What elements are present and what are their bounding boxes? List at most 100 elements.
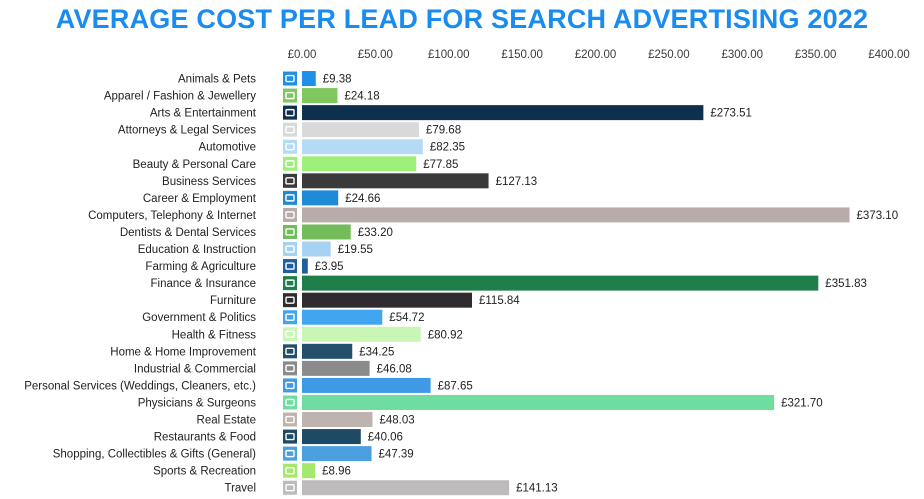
- bar: [302, 122, 419, 138]
- value-label: £24.66: [345, 193, 380, 205]
- value-label: £373.10: [857, 210, 899, 222]
- person-icon: [283, 378, 297, 393]
- icon-glyph: [285, 108, 295, 117]
- category-label: Government & Politics: [142, 312, 256, 324]
- icon-glyph: [285, 74, 295, 83]
- category-label: Automotive: [198, 142, 256, 154]
- value-label: £80.92: [428, 329, 463, 341]
- category-label: Apparel / Fashion & Jewellery: [104, 91, 256, 103]
- icon-glyph: [285, 415, 295, 424]
- chart-title: AVERAGE COST PER LEAD FOR SEARCH ADVERTI…: [55, 4, 869, 34]
- icon-glyph: [285, 398, 295, 407]
- value-label: £115.84: [479, 295, 520, 307]
- value-label: £33.20: [358, 227, 393, 239]
- category-label: Health & Fitness: [172, 329, 257, 341]
- icon-glyph: [285, 364, 295, 373]
- category-label: Furniture: [210, 295, 256, 307]
- value-label: £141.13: [516, 483, 558, 495]
- icon-glyph: [285, 296, 295, 304]
- bar: [302, 480, 510, 496]
- stethoscope-icon: [283, 395, 297, 410]
- x-tick-label: £50.00: [358, 49, 393, 61]
- value-label: £127.13: [496, 176, 538, 188]
- value-label: £46.08: [377, 363, 412, 375]
- icon-glyph: [285, 330, 295, 338]
- bar: [302, 429, 361, 445]
- category-label: Beauty & Personal Care: [133, 159, 256, 171]
- bar-chart-icon: [283, 173, 297, 188]
- category-label: Personal Services (Weddings, Cleaners, e…: [24, 380, 256, 392]
- calculator-icon: [283, 276, 297, 291]
- value-label: £24.18: [344, 91, 379, 103]
- bar: [302, 190, 339, 206]
- bar: [302, 241, 331, 257]
- value-label: £87.65: [438, 380, 473, 392]
- value-label: £273.51: [710, 108, 752, 120]
- category-label: Business Services: [162, 176, 256, 188]
- armchair-icon: [283, 293, 297, 308]
- x-tick-label: £0.00: [288, 49, 317, 61]
- icon-glyph: [285, 177, 295, 185]
- bar: [302, 71, 316, 87]
- computer-icon: [283, 207, 297, 222]
- category-label: Physicians & Surgeons: [138, 397, 257, 409]
- icon-glyph: [285, 449, 295, 458]
- category-label: Education & Instruction: [138, 244, 256, 256]
- x-tick-label: £250.00: [648, 49, 690, 61]
- category-label: Industrial & Commercial: [134, 363, 256, 375]
- bar: [302, 377, 431, 393]
- x-tick-label: £150.00: [501, 49, 543, 61]
- value-label: £40.06: [368, 432, 403, 444]
- icon-glyph: [285, 228, 295, 236]
- airplane-icon: [283, 480, 297, 495]
- category-label: Career & Employment: [143, 193, 257, 205]
- ball-icon: [283, 463, 297, 478]
- value-label: £3.95: [315, 261, 344, 273]
- category-label: Sports & Recreation: [153, 466, 256, 478]
- category-label: Real Estate: [197, 415, 256, 427]
- icon-glyph: [285, 381, 295, 390]
- icon-glyph: [285, 160, 295, 168]
- category-label: Travel: [224, 483, 256, 495]
- plate-icon: [283, 429, 297, 444]
- icon-glyph: [285, 211, 295, 219]
- bar: [302, 309, 383, 325]
- bar: [302, 343, 353, 359]
- bar: [302, 360, 370, 376]
- tooth-icon: [283, 224, 297, 239]
- icon-glyph: [285, 432, 295, 441]
- category-label: Animals & Pets: [178, 74, 256, 86]
- icon-glyph: [285, 125, 295, 134]
- bar: [302, 156, 417, 172]
- bar: [302, 224, 351, 240]
- capitol-icon: [283, 310, 297, 325]
- value-label: £19.55: [338, 244, 373, 256]
- value-label: £77.85: [423, 159, 458, 171]
- bar: [302, 412, 373, 428]
- graduation-cap-icon: [283, 242, 297, 257]
- hanger-icon: [283, 88, 297, 103]
- icon-glyph: [285, 91, 295, 100]
- bar: [302, 292, 472, 308]
- category-label: Arts & Entertainment: [150, 108, 257, 120]
- tractor-icon: [283, 259, 297, 274]
- people-icon: [283, 190, 297, 205]
- category-label: Farming & Agriculture: [145, 261, 256, 273]
- value-label: £47.39: [379, 449, 414, 461]
- building-icon: [283, 412, 297, 427]
- bar: [302, 139, 423, 155]
- value-label: £82.35: [430, 142, 465, 154]
- value-label: £48.03: [379, 415, 414, 427]
- bar: [302, 463, 316, 479]
- category-label: Restaurants & Food: [154, 432, 256, 444]
- paw-icon: [283, 71, 297, 86]
- heart-icon: [283, 327, 297, 342]
- car-icon: [283, 139, 297, 154]
- icon-glyph: [285, 484, 295, 492]
- value-label: £79.68: [426, 125, 461, 137]
- value-label: £321.70: [781, 397, 823, 409]
- bar: [302, 394, 775, 410]
- lotus-icon: [283, 156, 297, 171]
- icon-glyph: [285, 466, 295, 475]
- x-tick-label: £400.00: [868, 49, 910, 61]
